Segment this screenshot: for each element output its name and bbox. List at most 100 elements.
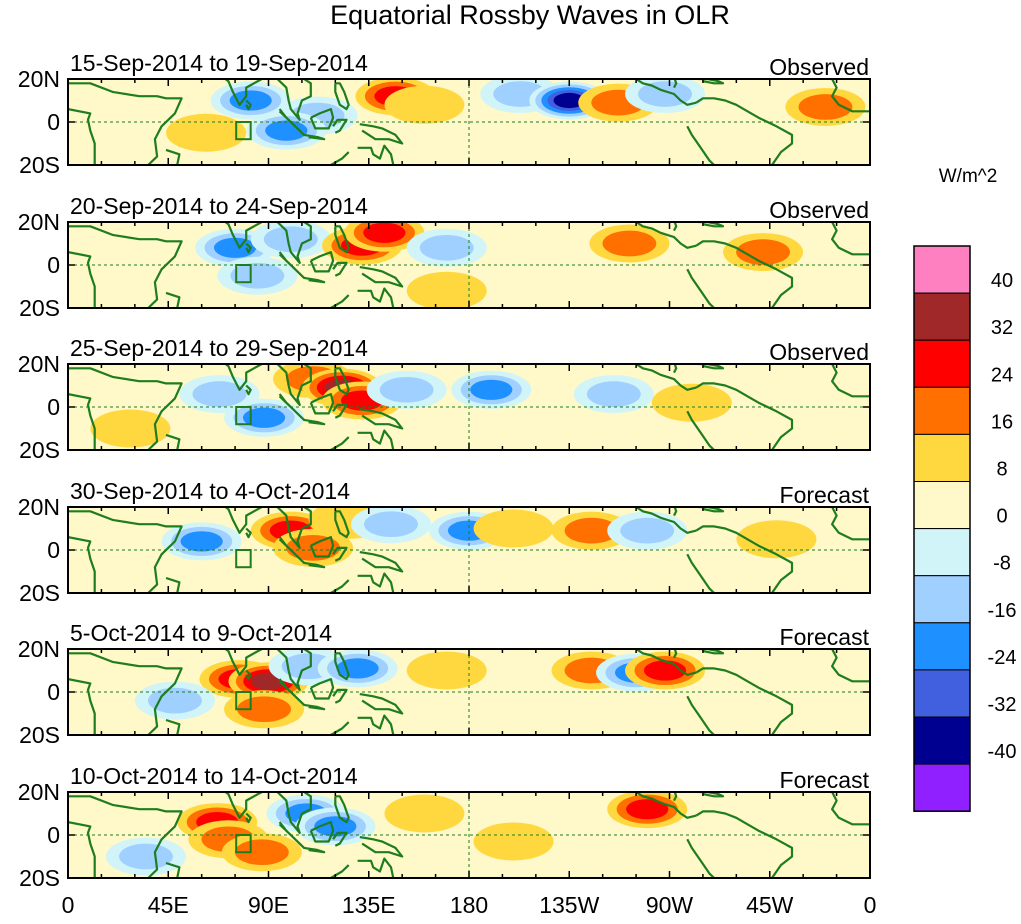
coastline bbox=[831, 222, 870, 256]
colorbar-units: W/m^2 bbox=[939, 166, 998, 187]
coastline bbox=[165, 718, 181, 735]
coastline bbox=[695, 667, 794, 735]
colorbar-level-label: 40 bbox=[991, 270, 1013, 292]
coastline bbox=[357, 287, 395, 308]
coastline bbox=[334, 367, 350, 396]
coastline bbox=[332, 688, 348, 704]
x-tick-label: 45E bbox=[148, 892, 189, 918]
anomaly-contour bbox=[626, 799, 669, 820]
colorbar-swatch bbox=[913, 245, 971, 294]
y-tick-label: 0 bbox=[47, 109, 60, 135]
colorbar-swatch bbox=[913, 481, 971, 530]
coastline bbox=[698, 792, 725, 798]
coastline bbox=[831, 649, 870, 683]
coastline bbox=[698, 507, 725, 513]
x-tick-label: 90E bbox=[248, 892, 289, 918]
y-tick-label: 0 bbox=[47, 679, 60, 705]
coastline bbox=[635, 792, 697, 819]
map-panel: 20N 0 20S 15-Sep-2014 to 19-Sep-2014 Observe… bbox=[18, 50, 871, 178]
coastline bbox=[695, 810, 794, 878]
panel-status-label: Forecast bbox=[780, 624, 870, 650]
anomaly-contour bbox=[736, 239, 790, 265]
coastlines bbox=[68, 79, 870, 165]
coastline bbox=[698, 649, 725, 655]
coastline bbox=[665, 792, 678, 802]
coastline bbox=[68, 82, 183, 165]
panel-status-label: Forecast bbox=[780, 482, 870, 508]
y-tick-label: 20S bbox=[19, 152, 60, 178]
coastline bbox=[274, 792, 312, 834]
colorbar-swatch bbox=[913, 339, 971, 388]
anomaly-contour bbox=[470, 379, 513, 400]
x-tick-label: 90W bbox=[646, 892, 694, 918]
coastline bbox=[357, 572, 395, 593]
anomaly-contour bbox=[265, 120, 308, 141]
coastline bbox=[334, 82, 350, 111]
panel-status-label: Observed bbox=[769, 54, 869, 80]
coastlines bbox=[68, 649, 870, 735]
anomaly-contour bbox=[620, 517, 675, 544]
coastline bbox=[635, 222, 697, 249]
anomaly-contour bbox=[586, 381, 641, 407]
anomaly-layer bbox=[161, 507, 817, 567]
panel-period-label: 25-Sep-2014 to 29-Sep-2014 bbox=[70, 335, 368, 361]
y-tick-label: 20N bbox=[18, 779, 60, 805]
anomaly-layer bbox=[90, 364, 732, 448]
coastline bbox=[303, 418, 326, 426]
coastline bbox=[359, 408, 404, 430]
anomaly-contour bbox=[406, 651, 487, 690]
anomaly-contour bbox=[364, 511, 418, 538]
y-tick-label: 20S bbox=[19, 437, 60, 463]
x-tick-label: 0 bbox=[62, 892, 75, 918]
anomaly-contour bbox=[229, 90, 272, 111]
coastline bbox=[332, 118, 348, 134]
panel-period-label: 30-Sep-2014 to 4-Oct-2014 bbox=[70, 478, 350, 504]
anomaly-contour bbox=[119, 843, 173, 870]
coastline bbox=[686, 838, 715, 878]
anomaly-contour bbox=[473, 509, 554, 548]
y-tick-label: 0 bbox=[47, 537, 60, 563]
coastline bbox=[334, 225, 350, 254]
coastline bbox=[357, 429, 395, 450]
colorbar-swatch bbox=[913, 528, 971, 577]
y-tick-label: 20N bbox=[18, 66, 60, 92]
colorbar-swatch bbox=[913, 575, 971, 624]
coastline bbox=[68, 251, 96, 308]
y-tick-label: 20N bbox=[18, 636, 60, 662]
coastline bbox=[635, 364, 697, 391]
coastline bbox=[309, 536, 335, 558]
coastline bbox=[245, 99, 252, 111]
coastline bbox=[332, 831, 348, 847]
anomaly-contour bbox=[384, 794, 465, 833]
coastline bbox=[68, 652, 183, 735]
coastline bbox=[686, 410, 715, 450]
y-tick-label: 0 bbox=[47, 394, 60, 420]
coastline bbox=[334, 795, 350, 824]
coastline bbox=[665, 222, 678, 232]
y-tick-label: 20N bbox=[18, 494, 60, 520]
coastline bbox=[303, 276, 326, 284]
coastline bbox=[309, 108, 335, 130]
colorbar-swatch bbox=[913, 386, 971, 435]
coastline bbox=[357, 144, 395, 165]
coastline bbox=[332, 546, 348, 562]
coastline bbox=[359, 836, 404, 858]
y-tick-label: 0 bbox=[47, 252, 60, 278]
coastline bbox=[68, 795, 183, 878]
x-tick-label: 45W bbox=[746, 892, 794, 918]
coastline bbox=[635, 79, 697, 106]
coastline bbox=[303, 561, 326, 569]
coastlines bbox=[68, 364, 870, 450]
x-tick-label: 0 bbox=[864, 892, 877, 918]
coastline bbox=[309, 821, 335, 843]
anomaly-contour bbox=[180, 531, 223, 552]
coastline bbox=[195, 222, 263, 249]
anomaly-contour bbox=[286, 535, 340, 561]
coastline bbox=[68, 821, 96, 878]
coastline bbox=[309, 251, 335, 273]
coastline bbox=[195, 364, 263, 391]
coastline bbox=[686, 695, 715, 735]
y-tick-label: 20S bbox=[19, 722, 60, 748]
y-tick-label: 20S bbox=[19, 865, 60, 891]
anomaly-contour bbox=[798, 94, 853, 120]
